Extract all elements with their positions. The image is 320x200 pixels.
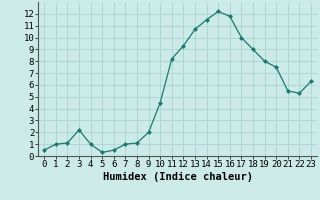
X-axis label: Humidex (Indice chaleur): Humidex (Indice chaleur) [103,172,252,182]
